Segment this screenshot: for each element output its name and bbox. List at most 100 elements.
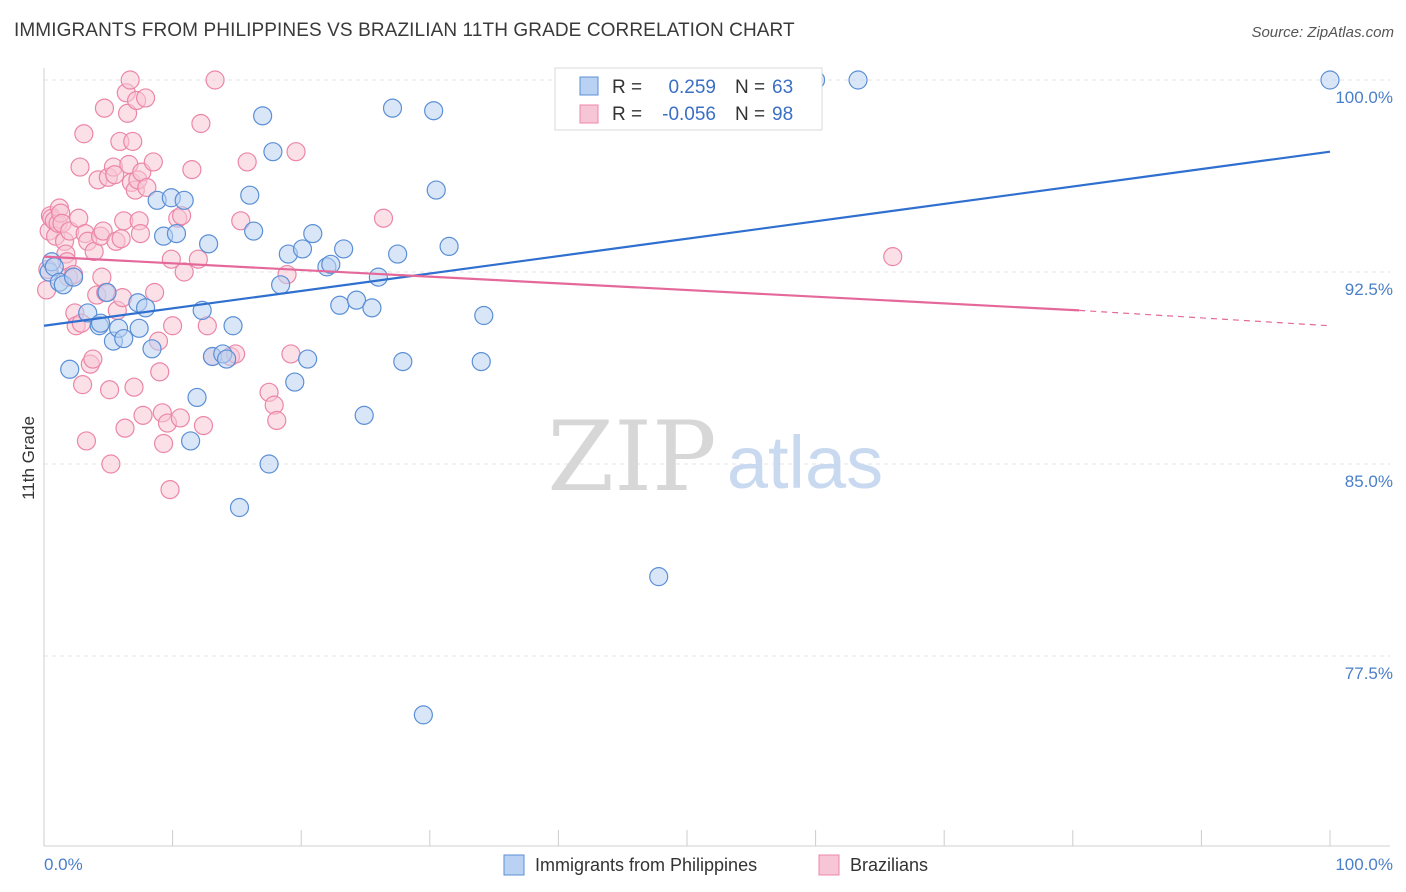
philippines-point — [388, 244, 408, 264]
brazilians-point — [74, 124, 94, 144]
philippines-point — [292, 239, 313, 259]
brazilians-point — [130, 224, 151, 244]
legend-n-label-pink: N = — [735, 104, 765, 125]
brazilians-point — [94, 98, 115, 118]
y-axis-title: 11th Grade — [19, 416, 38, 500]
philippines-point — [848, 70, 868, 90]
philippines-point — [330, 295, 350, 315]
philippines-point — [129, 318, 149, 338]
philippines-point — [174, 190, 194, 210]
axes — [43, 68, 1390, 847]
philippines-point — [181, 431, 201, 451]
brazilians-point — [124, 377, 144, 397]
philippines-point — [1320, 70, 1340, 90]
philippines-point — [199, 234, 219, 254]
philippines-point — [78, 303, 98, 323]
philippines-point — [354, 405, 374, 425]
philippines-point — [298, 349, 318, 369]
philippines-point — [223, 316, 243, 336]
philippines-point — [135, 298, 156, 318]
philippines-point — [114, 328, 134, 349]
philippines-point — [142, 339, 162, 359]
legend-swatch-pink — [579, 104, 599, 124]
philippines-point — [393, 352, 413, 372]
brazilians-point — [133, 405, 153, 425]
legend-box: R = 0.259 N = 63 R = -0.056 N = 98 — [554, 67, 823, 131]
brazilians-point — [153, 433, 174, 454]
philippines-point — [474, 305, 494, 326]
brazilians-point — [373, 208, 394, 228]
philippines-point — [649, 567, 669, 587]
y-tick-label: 92.5% — [1345, 280, 1393, 299]
bottom-legend-label-blue: Immigrants from Philippines — [535, 855, 757, 875]
philippines-point — [259, 454, 279, 474]
philippines-point — [217, 349, 237, 369]
legend-r-label-blue: R = — [612, 77, 642, 98]
brazilians-point — [231, 211, 251, 231]
brazilians-point — [205, 70, 225, 90]
brazilians-point — [163, 316, 183, 336]
philippines-point — [285, 372, 305, 392]
chart-title: IMMIGRANTS FROM PHILIPPINES VS BRAZILIAN… — [14, 20, 795, 41]
brazilians-point — [193, 416, 214, 436]
philippines-point — [229, 497, 250, 518]
trend-lines — [43, 150, 1331, 327]
philippines-point — [426, 180, 446, 200]
brazilians-point — [93, 221, 113, 241]
brazilians-point — [101, 454, 121, 474]
philippines-trend-line — [43, 150, 1331, 327]
brazilians-point — [135, 88, 156, 108]
philippines-point — [263, 142, 283, 162]
watermark: ZIP atlas — [547, 401, 883, 513]
brazilians-point — [883, 247, 903, 267]
philippines-point — [321, 254, 341, 274]
philippines-point — [362, 298, 382, 318]
philippines-point — [346, 290, 367, 310]
philippines-point — [334, 239, 354, 259]
brazilians-point — [115, 418, 135, 438]
brazilians-point — [83, 349, 103, 369]
legend-r-label-pink: R = — [612, 104, 642, 125]
brazilians-point — [105, 165, 125, 185]
x-ticks — [43, 830, 1331, 846]
chart-source: Source: ZipAtlas.com — [1251, 24, 1394, 41]
philippines-points — [39, 70, 1340, 725]
x-tick-label-max: 100.0% — [1335, 855, 1393, 874]
legend-n-value-pink: 98 — [772, 104, 793, 125]
brazilians-point — [182, 160, 202, 180]
philippines-point — [368, 267, 388, 287]
philippines-point — [413, 705, 433, 725]
brazilians-point — [70, 157, 90, 177]
watermark-atlas: atlas — [727, 421, 883, 504]
brazilians-point — [160, 480, 180, 500]
brazilians-point — [76, 431, 97, 451]
x-tick-label-min: 0.0% — [44, 855, 83, 874]
brazilians-point — [111, 229, 131, 249]
brazilians-point — [170, 408, 190, 428]
brazilians-point — [286, 142, 306, 162]
legend-n-label-blue: N = — [735, 77, 765, 98]
legend-swatch-blue — [579, 76, 599, 96]
bottom-legend: Immigrants from Philippines Brazilians — [503, 854, 928, 876]
brazilians-trend-line — [43, 255, 1080, 312]
brazilians-point — [99, 380, 120, 400]
legend-frame — [554, 67, 823, 131]
philippines-point — [303, 224, 323, 244]
brazilians-point — [144, 282, 165, 303]
philippines-point — [166, 224, 187, 244]
bottom-legend-label-pink: Brazilians — [850, 855, 928, 875]
brazilians-point — [191, 113, 211, 134]
legend-r-value-blue: 0.259 — [668, 77, 716, 98]
brazilians-point — [143, 152, 163, 172]
watermark-zip: ZIP — [547, 401, 716, 513]
legend-n-value-blue: 63 — [772, 77, 793, 98]
bottom-legend-swatch-blue — [503, 854, 525, 876]
brazilians-point — [237, 152, 257, 172]
philippines-point — [97, 282, 117, 303]
brazilians-point — [150, 362, 170, 382]
y-tick-labels: 77.5% 85.0% 92.5% 100.0% — [1335, 88, 1393, 683]
philippines-point — [60, 359, 80, 379]
philippines-point — [424, 101, 444, 121]
philippines-point — [253, 106, 273, 126]
